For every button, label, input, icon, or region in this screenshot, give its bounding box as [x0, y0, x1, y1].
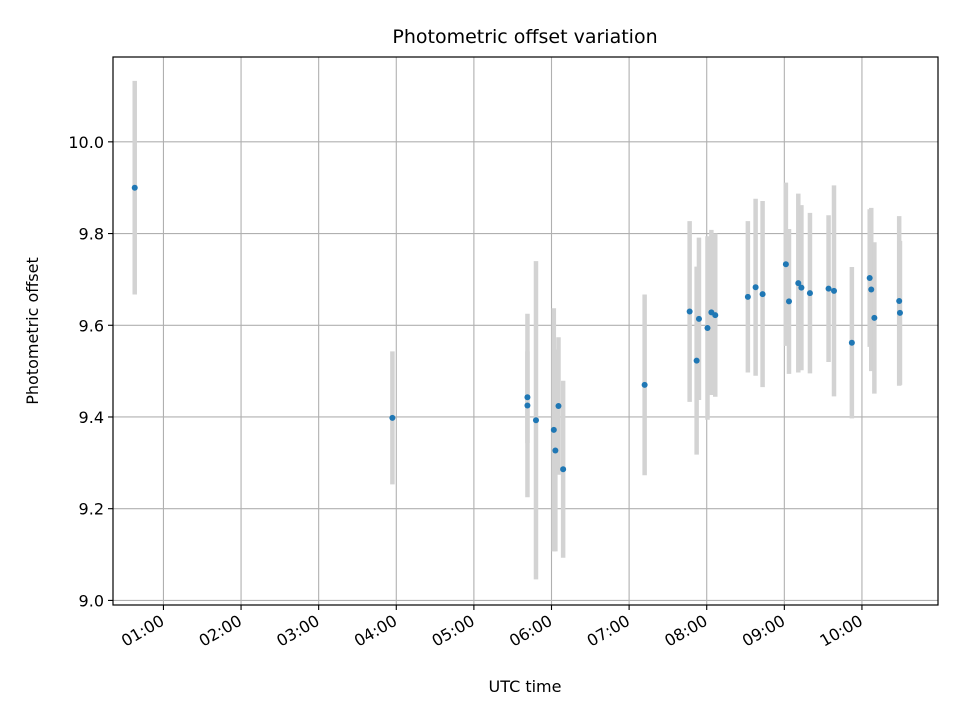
- data-point: [795, 280, 802, 287]
- x-axis-title: UTC time: [489, 677, 562, 696]
- y-tick-label: 10.0: [68, 133, 104, 152]
- data-point: [686, 308, 693, 315]
- data-point: [389, 414, 396, 421]
- data-point: [866, 275, 873, 282]
- data-point: [752, 284, 759, 291]
- y-tick-label: 9.8: [79, 225, 104, 244]
- data-point: [524, 402, 531, 409]
- data-point: [831, 287, 838, 294]
- data-point: [550, 426, 557, 433]
- data-point: [868, 286, 875, 293]
- data-point: [552, 447, 559, 454]
- plot-frame: [112, 56, 939, 606]
- data-point: [532, 417, 539, 424]
- data-point: [848, 339, 855, 346]
- y-tick-label: 9.6: [79, 316, 104, 335]
- data-point: [641, 381, 648, 388]
- data-point: [555, 402, 562, 409]
- data-point: [782, 261, 789, 268]
- data-point: [825, 285, 832, 292]
- y-tick-label: 9.0: [79, 591, 104, 610]
- data-point: [693, 357, 700, 364]
- data-point: [744, 293, 751, 300]
- y-tick-label: 9.2: [79, 500, 104, 519]
- data-point: [806, 290, 813, 297]
- data-point: [759, 291, 766, 298]
- data-point: [896, 309, 903, 316]
- data-point: [712, 312, 719, 319]
- data-point: [704, 325, 711, 332]
- chart-title: Photometric offset variation: [392, 26, 657, 48]
- data-point: [131, 184, 138, 191]
- data-point: [896, 297, 903, 304]
- data-point: [785, 298, 792, 305]
- data-point: [798, 284, 805, 291]
- point-layer: [131, 184, 903, 473]
- data-point: [871, 314, 878, 321]
- data-point: [695, 315, 702, 322]
- data-point: [524, 394, 531, 401]
- data-point: [560, 466, 567, 473]
- y-tick-label: 9.4: [79, 408, 104, 427]
- y-axis-title: Photometric offset: [23, 257, 42, 405]
